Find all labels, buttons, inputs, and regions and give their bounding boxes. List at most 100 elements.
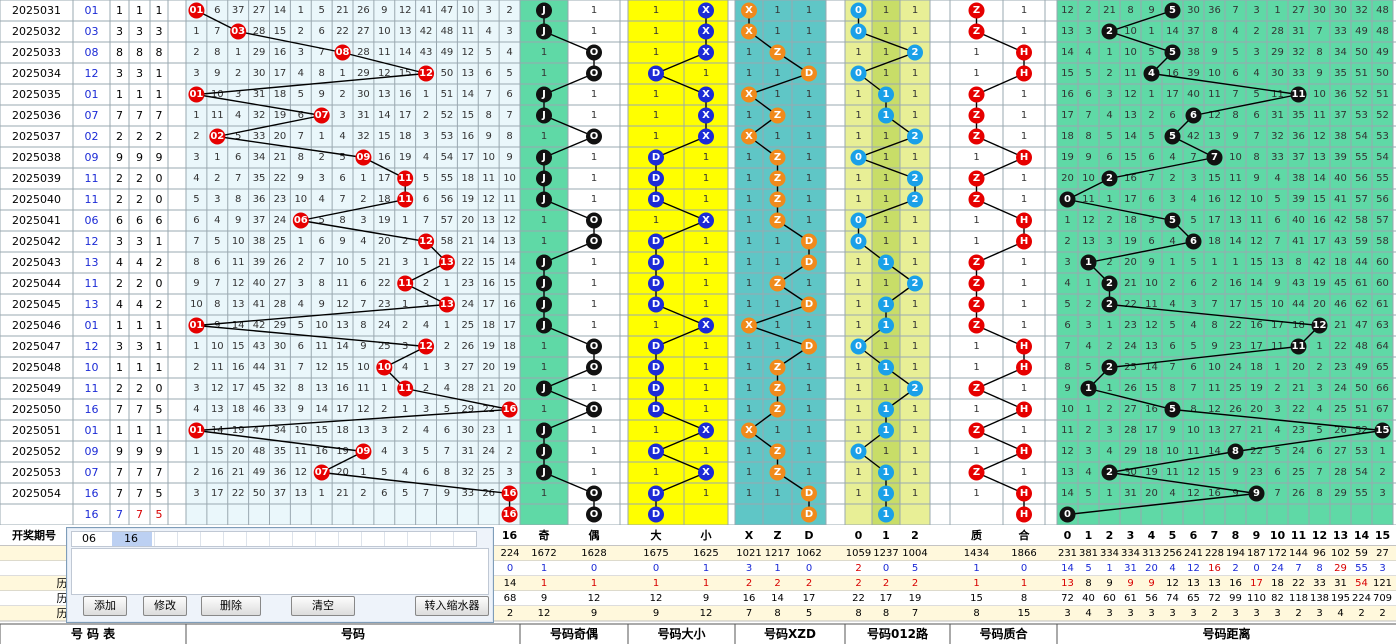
input-cell[interactable] <box>407 532 428 546</box>
prime-ball-label: H <box>1020 509 1028 520</box>
odd-even-ball: J <box>536 254 552 271</box>
distance-value: 63 <box>1376 320 1389 331</box>
distance-ball-circle <box>1143 65 1160 82</box>
input-cell[interactable] <box>223 532 244 546</box>
input-cell[interactable] <box>361 532 382 546</box>
odd-even-ball-label: O <box>590 236 599 247</box>
input-cell[interactable] <box>200 532 221 546</box>
odd-even-ball-label: O <box>590 509 599 520</box>
xzd-ball-label: X <box>745 5 753 16</box>
omission-value: 1 <box>319 131 325 142</box>
number-ball-label: 01 <box>189 89 203 100</box>
big-small-ball-circle <box>648 359 664 376</box>
odd-even-ball-circle <box>536 317 552 334</box>
input-cell[interactable] <box>338 532 359 546</box>
distance-value: 28 <box>1334 467 1347 478</box>
omission-value: 1 <box>774 257 780 268</box>
omission-value: 38 <box>253 236 266 247</box>
input-cell[interactable] <box>384 532 405 546</box>
omission-value: 14 <box>503 257 516 268</box>
omission-value: 24 <box>378 320 391 331</box>
omission-value: 4 <box>214 215 220 226</box>
omission-value: 20 <box>232 446 245 457</box>
distance-ball-label: 2 <box>1106 299 1113 310</box>
modify-button[interactable]: 修改 <box>143 596 187 616</box>
route-ball-circle <box>907 191 923 208</box>
omission-value: 12 <box>336 299 349 310</box>
route-ball-label: 1 <box>883 110 890 121</box>
xzd-ball-circle <box>769 149 786 166</box>
distance-value: 8 <box>1316 47 1322 58</box>
omission-value: 14 <box>315 404 328 415</box>
add-button[interactable]: 添加 <box>83 596 127 616</box>
number-input-field[interactable]: 06 <box>82 532 96 545</box>
omission-value: 47 <box>253 425 266 436</box>
input-cell[interactable] <box>430 532 451 546</box>
omission-value: 15 <box>461 110 474 121</box>
distance-value: 17 <box>1145 425 1158 436</box>
input-cell[interactable] <box>269 532 290 546</box>
omission-value: 10 <box>336 257 349 268</box>
omission-value: 1 <box>746 341 752 352</box>
omission-value: 15 <box>211 446 224 457</box>
omission-value: 1 <box>806 89 812 100</box>
stats-value: 1217 <box>765 548 790 559</box>
omission-value: 3 <box>402 257 408 268</box>
big-small-ball-label: D <box>652 383 660 394</box>
digit-sum: 1 <box>116 361 123 374</box>
omission-value: 18 <box>274 89 287 100</box>
input-cell[interactable] <box>315 532 336 546</box>
xzd-ball: D <box>801 233 817 250</box>
omission-value: 5 <box>423 173 429 184</box>
omission-value: 11 <box>315 341 328 352</box>
distance-value: 11 <box>1124 68 1137 79</box>
distance-value: 12 <box>1061 5 1074 16</box>
input-cell[interactable] <box>154 532 175 546</box>
distance-value: 41 <box>1334 194 1347 205</box>
distance-value: 29 <box>1124 446 1137 457</box>
route-ball-circle <box>850 23 867 40</box>
omission-value: 1 <box>855 320 861 331</box>
distance-value: 45 <box>1334 278 1347 289</box>
distance-value: 57 <box>1355 194 1368 205</box>
big-small-trend-line <box>655 135 707 159</box>
omission-value: 2 <box>214 173 220 184</box>
route-trend-line <box>858 51 916 75</box>
distance-value: 7 <box>1253 131 1259 142</box>
input-cell[interactable] <box>453 532 474 546</box>
distance-trend-line <box>1109 156 1215 180</box>
distance-value: 26 <box>1124 383 1137 394</box>
input-cell[interactable] <box>177 532 198 546</box>
input-cell[interactable] <box>246 532 267 546</box>
omission-value: 10 <box>315 320 328 331</box>
distance-value: 18 <box>1061 131 1074 142</box>
number-list-area[interactable] <box>71 548 489 595</box>
omission-value: 1 <box>883 194 889 205</box>
digit-root: 9 <box>136 445 143 458</box>
omission-value: 3 <box>402 446 408 457</box>
omission-value: 7 <box>298 362 304 373</box>
omission-value: 8 <box>360 320 366 331</box>
omission-value: 18 <box>336 425 349 436</box>
omission-value: 19 <box>461 194 474 205</box>
route-ball: 0 <box>850 23 867 40</box>
selected-number-cell[interactable]: 16 <box>112 532 152 546</box>
omission-value: 3 <box>402 341 408 352</box>
omission-value: 26 <box>461 341 474 352</box>
omission-value: 1 <box>423 362 429 373</box>
stats-value: 3 <box>1274 608 1280 619</box>
omission-value: 2 <box>360 488 366 499</box>
distance-value: 5 <box>1085 362 1091 373</box>
delete-button[interactable]: 删除 <box>201 596 261 616</box>
omission-value: 1 <box>591 299 597 310</box>
odd-even-ball-circle <box>536 23 552 40</box>
input-cell[interactable] <box>292 532 313 546</box>
header-cell: 9 <box>1253 529 1261 542</box>
distance-value: 3 <box>1085 446 1091 457</box>
distance-value: 20 <box>1145 488 1158 499</box>
draw-number: 09 <box>85 151 99 164</box>
transfer-to-reducer-button[interactable]: 转入缩水器 <box>415 596 489 616</box>
distance-ball-label: 1 <box>1085 383 1092 394</box>
clear-button[interactable]: 清空 <box>291 596 355 616</box>
big-small-ball-label: D <box>652 152 660 163</box>
